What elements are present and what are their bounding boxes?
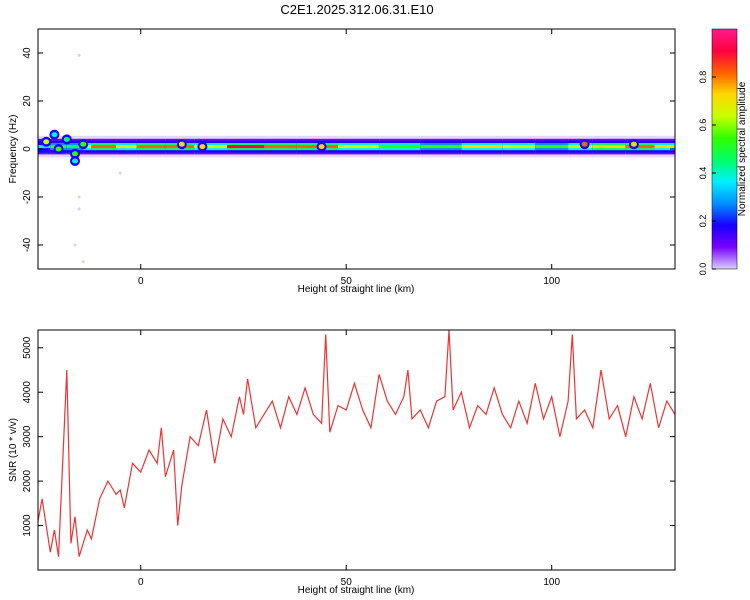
colorbar: 0.0 0.2 0.4 0.6 0.8 Normalized spectral ampl…: [698, 28, 748, 276]
band-blob: [199, 144, 206, 150]
band-blob: [630, 141, 637, 147]
snr-x-frame: [37, 329, 676, 571]
spectrogram-y-tick-label: 40: [22, 47, 33, 59]
spectrogram-panel: 0 50 100 -40 -20 0 20 40 Height of straight lin…: [8, 28, 676, 295]
spectral-band: [38, 53, 675, 264]
sparse-point: [77, 207, 81, 211]
band-blob: [71, 151, 78, 157]
chart-title: C2E1.2025.312.06.31.E10: [280, 2, 433, 17]
snr-y-tick-label: 1000: [22, 514, 33, 537]
band-core: [625, 145, 655, 149]
band-blob: [71, 158, 78, 164]
sparse-point: [81, 260, 85, 264]
spectrogram-axes: 0 50 100 -40 -20 0 20 40: [22, 28, 676, 287]
band-blob: [55, 146, 62, 152]
band-core: [420, 145, 462, 149]
colorbar-tick-label: 0.8: [698, 71, 708, 84]
band-core: [66, 145, 84, 149]
band-core: [535, 145, 569, 149]
spectrogram-x-tick-label: 50: [341, 276, 353, 287]
snr-y-tick-label: 3000: [22, 425, 33, 448]
snr-x-tick-label: 50: [341, 577, 353, 588]
sparse-point: [77, 195, 81, 199]
band-core: [38, 145, 51, 149]
snr-y-tick-label: 4000: [22, 381, 33, 404]
snr-line: [37, 329, 676, 557]
band-core: [194, 145, 228, 149]
spectrogram-y-tick-label: -40: [22, 237, 33, 252]
snr-xlabel: Height of straight line (km): [298, 585, 415, 596]
spectrogram-y-tick-label: 20: [22, 95, 33, 107]
spectrogram-y-tick-label: 0: [22, 146, 33, 152]
spectrogram-xlabel: Height of straight line (km): [298, 284, 415, 295]
sparse-point: [73, 243, 77, 247]
band-core: [461, 145, 503, 149]
spectrogram-y-tick-label: -20: [22, 189, 33, 204]
colorbar-ticks: 0.0 0.2 0.4 0.6 0.8: [698, 71, 716, 276]
snr-x-tick-label: 0: [138, 577, 144, 588]
band-core: [502, 145, 536, 149]
spectrogram-x-tick-label: 100: [543, 276, 560, 287]
band-core: [136, 145, 166, 149]
snr-y-tick-label: 5000: [22, 336, 33, 359]
snr-ylabel: SNR (10 * v/v): [8, 418, 19, 482]
sparse-point: [77, 53, 81, 57]
snr-y-tick-label: 2000: [22, 470, 33, 493]
band-blob: [63, 136, 70, 142]
snr-series: [37, 329, 676, 557]
colorbar-tick-label: 0.2: [698, 215, 708, 228]
colorbar-label: Normalized spectral amplitude: [737, 81, 748, 216]
spectrogram-x-tick-label: 0: [138, 276, 144, 287]
band-blob: [51, 132, 58, 138]
band-core: [379, 145, 421, 149]
band-core: [227, 145, 265, 149]
band-core: [264, 145, 297, 149]
band-blob: [581, 141, 588, 147]
snr-x-tick-label: 100: [543, 577, 560, 588]
band-blob: [43, 139, 50, 145]
band-core: [91, 145, 117, 149]
band-core: [338, 145, 380, 149]
spectrogram-ylabel: Frequency (Hz): [8, 115, 19, 184]
band-core: [116, 145, 137, 149]
band-core: [654, 145, 675, 149]
colorbar-tick-label: 0.0: [698, 263, 708, 276]
colorbar-tick-label: 0.6: [698, 119, 708, 132]
band-core: [592, 145, 626, 149]
band-blob: [178, 141, 185, 147]
colorbar-gradient: [711, 28, 738, 270]
snr-axes: 0 50 100 1000 2000 3000 4000 5000: [22, 329, 676, 588]
band-blob: [80, 141, 87, 147]
sparse-point: [118, 171, 122, 175]
band-blob: [318, 144, 325, 150]
colorbar-tick-label: 0.4: [698, 167, 708, 180]
snr-panel: 0 50 100 1000 2000 3000 4000 5000 Height of str…: [8, 329, 676, 596]
